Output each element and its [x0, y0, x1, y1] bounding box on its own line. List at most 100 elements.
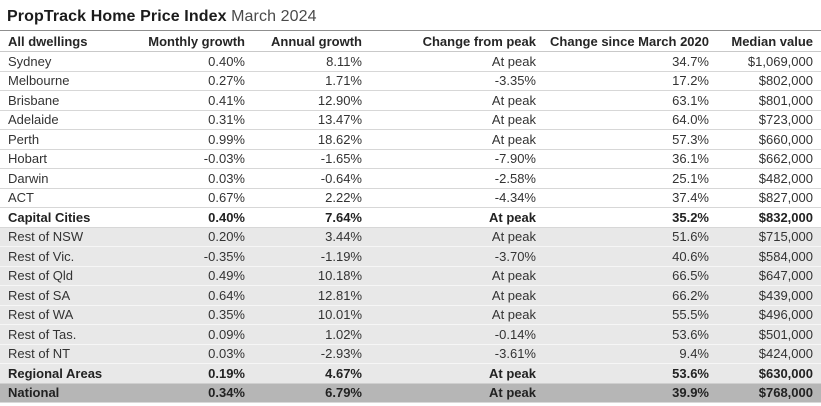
- column-header-monthly-growth: Monthly growth: [138, 30, 245, 52]
- table-row-adelaide: Adelaide 0.31% 13.47% At peak 64.0% $723,000: [0, 110, 821, 130]
- column-header-all-dwellings: All dwellings: [0, 30, 138, 52]
- table-row-rest-of-nsw: Rest of NSW 0.20% 3.44% At peak 51.6% $715,00…: [0, 227, 821, 247]
- cell-region: Rest of SA: [0, 285, 138, 306]
- cell-annual-growth: 3.44%: [245, 227, 362, 247]
- cell-annual-growth: 6.79%: [245, 383, 362, 403]
- cell-median-value: $801,000: [709, 90, 821, 111]
- cell-monthly-growth: 0.27%: [138, 71, 245, 91]
- cell-region: Brisbane: [0, 90, 138, 111]
- table-row-darwin: Darwin 0.03% -0.64% -2.58% 25.1% $482,000: [0, 168, 821, 189]
- cell-change-from-peak: -2.58%: [362, 168, 536, 189]
- cell-annual-growth: -0.64%: [245, 168, 362, 189]
- cell-annual-growth: 10.18%: [245, 266, 362, 286]
- cell-change-from-peak: At peak: [362, 51, 536, 72]
- cell-change-from-peak: At peak: [362, 305, 536, 325]
- cell-monthly-growth: -0.03%: [138, 149, 245, 169]
- cell-monthly-growth: 0.35%: [138, 305, 245, 325]
- cell-change-since-march-2020: 35.2%: [536, 207, 709, 228]
- cell-median-value: $827,000: [709, 188, 821, 208]
- cell-change-from-peak: At peak: [362, 110, 536, 130]
- table-row-rest-of-tas: Rest of Tas. 0.09% 1.02% -0.14% 53.6% $501,00…: [0, 324, 821, 345]
- cell-median-value: $715,000: [709, 227, 821, 247]
- cell-median-value: $832,000: [709, 207, 821, 228]
- cell-monthly-growth: -0.35%: [138, 246, 245, 267]
- cell-median-value: $660,000: [709, 129, 821, 150]
- cell-change-from-peak: -3.61%: [362, 344, 536, 364]
- table-row-capital-cities: Capital Cities 0.40% 7.64% At peak 35.2% $832…: [0, 207, 821, 228]
- cell-change-since-march-2020: 51.6%: [536, 227, 709, 247]
- cell-region: Rest of NSW: [0, 227, 138, 247]
- table-header-row: All dwellings Monthly growth Annual grow…: [0, 30, 821, 52]
- cell-change-from-peak: -3.70%: [362, 246, 536, 267]
- cell-change-from-peak: At peak: [362, 227, 536, 247]
- cell-change-from-peak: -4.34%: [362, 188, 536, 208]
- table-row-national: National 0.34% 6.79% At peak 39.9% $768,000: [0, 383, 821, 403]
- cell-annual-growth: 12.90%: [245, 90, 362, 111]
- cell-annual-growth: 8.11%: [245, 51, 362, 72]
- cell-monthly-growth: 0.40%: [138, 51, 245, 72]
- cell-change-since-march-2020: 39.9%: [536, 383, 709, 403]
- cell-median-value: $647,000: [709, 266, 821, 286]
- column-header-change-since-march-2020: Change since March 2020: [536, 30, 709, 52]
- cell-annual-growth: 4.67%: [245, 363, 362, 384]
- cell-change-since-march-2020: 40.6%: [536, 246, 709, 267]
- cell-median-value: $662,000: [709, 149, 821, 169]
- cell-median-value: $1,069,000: [709, 51, 821, 72]
- cell-monthly-growth: 0.31%: [138, 110, 245, 130]
- table-row-hobart: Hobart -0.03% -1.65% -7.90% 36.1% $662,000: [0, 149, 821, 169]
- table-row-melbourne: Melbourne 0.27% 1.71% -3.35% 17.2% $802,000: [0, 71, 821, 91]
- cell-monthly-growth: 0.67%: [138, 188, 245, 208]
- cell-change-from-peak: At peak: [362, 266, 536, 286]
- cell-change-from-peak: -0.14%: [362, 324, 536, 345]
- cell-annual-growth: 2.22%: [245, 188, 362, 208]
- cell-region: Regional Areas: [0, 363, 138, 384]
- cell-region: Rest of NT: [0, 344, 138, 364]
- table-row-rest-of-sa: Rest of SA 0.64% 12.81% At peak 66.2% $439,00…: [0, 285, 821, 306]
- cell-change-since-march-2020: 53.6%: [536, 324, 709, 345]
- cell-annual-growth: -2.93%: [245, 344, 362, 364]
- cell-median-value: $768,000: [709, 383, 821, 403]
- column-header-median-value: Median value: [709, 30, 821, 52]
- cell-change-since-march-2020: 63.1%: [536, 90, 709, 111]
- table-row-sydney: Sydney 0.40% 8.11% At peak 34.7% $1,069,000: [0, 51, 821, 72]
- page-title-main: PropTrack Home Price Index: [7, 8, 227, 25]
- cell-median-value: $424,000: [709, 344, 821, 364]
- cell-monthly-growth: 0.03%: [138, 344, 245, 364]
- cell-region: Capital Cities: [0, 207, 138, 228]
- cell-change-from-peak: At peak: [362, 90, 536, 111]
- cell-change-since-march-2020: 57.3%: [536, 129, 709, 150]
- cell-monthly-growth: 0.41%: [138, 90, 245, 111]
- cell-change-since-march-2020: 9.4%: [536, 344, 709, 364]
- cell-change-from-peak: At peak: [362, 207, 536, 228]
- column-header-annual-growth: Annual growth: [245, 30, 362, 52]
- cell-monthly-growth: 0.99%: [138, 129, 245, 150]
- cell-annual-growth: 13.47%: [245, 110, 362, 130]
- cell-median-value: $501,000: [709, 324, 821, 345]
- cell-change-from-peak: -3.35%: [362, 71, 536, 91]
- cell-change-from-peak: -7.90%: [362, 149, 536, 169]
- cell-monthly-growth: 0.64%: [138, 285, 245, 306]
- cell-monthly-growth: 0.09%: [138, 324, 245, 345]
- cell-annual-growth: 12.81%: [245, 285, 362, 306]
- cell-change-since-march-2020: 55.5%: [536, 305, 709, 325]
- cell-monthly-growth: 0.49%: [138, 266, 245, 286]
- cell-change-since-march-2020: 17.2%: [536, 71, 709, 91]
- price-index-table: All dwellings Monthly growth Annual grow…: [0, 30, 821, 403]
- cell-region: Rest of Vic.: [0, 246, 138, 267]
- table-row-perth: Perth 0.99% 18.62% At peak 57.3% $660,000: [0, 129, 821, 150]
- cell-change-from-peak: At peak: [362, 285, 536, 306]
- cell-region: Darwin: [0, 168, 138, 189]
- page-title: PropTrack Home Price Index March 2024: [0, 0, 821, 30]
- cell-change-since-march-2020: 37.4%: [536, 188, 709, 208]
- cell-median-value: $630,000: [709, 363, 821, 384]
- cell-change-since-march-2020: 66.5%: [536, 266, 709, 286]
- cell-annual-growth: 1.71%: [245, 71, 362, 91]
- cell-region: Sydney: [0, 51, 138, 72]
- page-title-period: March 2024: [231, 8, 317, 25]
- cell-annual-growth: -1.65%: [245, 149, 362, 169]
- cell-region: Perth: [0, 129, 138, 150]
- table-row-regional-areas: Regional Areas 0.19% 4.67% At peak 53.6% $630…: [0, 363, 821, 384]
- cell-change-from-peak: At peak: [362, 363, 536, 384]
- cell-change-from-peak: At peak: [362, 129, 536, 150]
- cell-region: Melbourne: [0, 71, 138, 91]
